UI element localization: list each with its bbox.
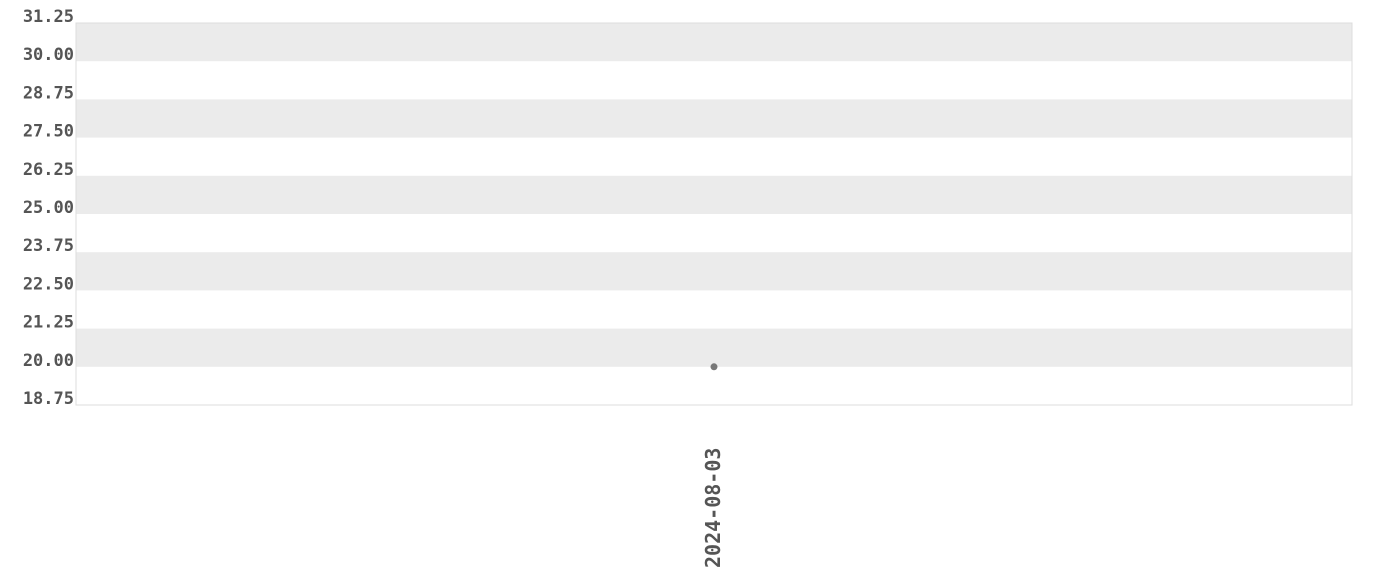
data-point (710, 363, 718, 371)
plot-border (75, 22, 1353, 406)
grid-band (76, 328, 1352, 367)
y-tick-label: 31.25 (23, 7, 74, 27)
y-tick-label: 25.00 (23, 198, 74, 218)
grid-band (76, 252, 1352, 291)
grid-bands (76, 23, 1352, 367)
y-tick-label: 23.75 (23, 236, 74, 256)
y-axis: 31.25 30.00 28.75 27.50 26.25 25.00 23.75 22.50… (23, 7, 74, 409)
x-axis: 2024-08-03 (701, 448, 725, 568)
x-tick-label: 2024-08-03 (701, 448, 725, 568)
grid-band (76, 175, 1352, 214)
grid-band (76, 99, 1352, 138)
y-tick-label: 20.00 (23, 351, 74, 371)
y-tick-label: 22.50 (23, 274, 74, 294)
grid-band (76, 23, 1352, 62)
y-tick-label: 30.00 (23, 45, 74, 65)
y-tick-label: 28.75 (23, 83, 74, 103)
y-tick-label: 26.25 (23, 160, 74, 180)
y-tick-label: 21.25 (23, 313, 74, 333)
y-tick-label: 27.50 (23, 122, 74, 142)
data-points (710, 363, 718, 371)
y-tick-label: 18.75 (23, 389, 74, 409)
